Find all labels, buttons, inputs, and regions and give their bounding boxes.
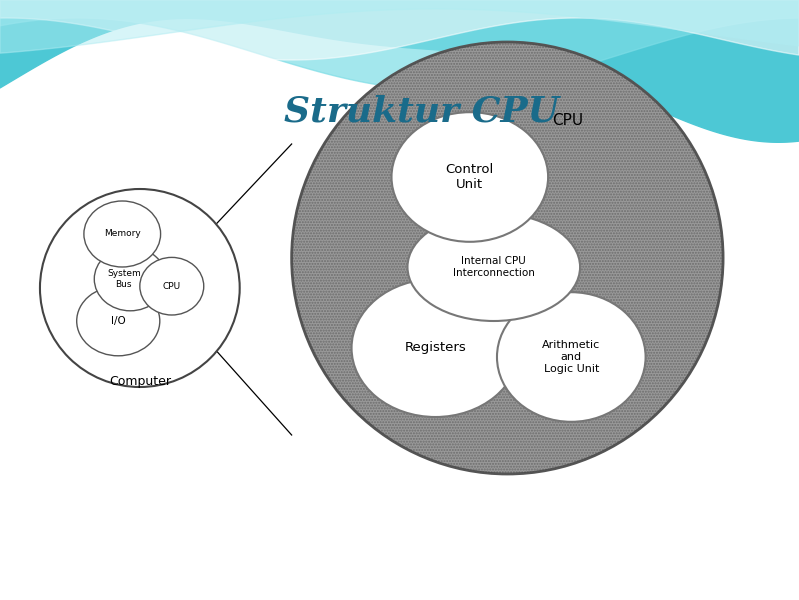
Ellipse shape (94, 247, 166, 311)
Ellipse shape (392, 112, 548, 242)
Text: Registers: Registers (404, 341, 467, 355)
Text: System
Bus: System Bus (107, 269, 141, 289)
Ellipse shape (40, 189, 240, 387)
Text: Internal CPU
Interconnection: Internal CPU Interconnection (453, 256, 535, 278)
Text: Arithmetic
and
Logic Unit: Arithmetic and Logic Unit (543, 340, 600, 374)
Text: I/O: I/O (111, 316, 125, 326)
Ellipse shape (407, 213, 580, 321)
Ellipse shape (352, 279, 519, 417)
Ellipse shape (140, 257, 204, 315)
Ellipse shape (84, 201, 161, 267)
Text: CPU: CPU (163, 281, 181, 290)
Ellipse shape (292, 42, 723, 474)
Text: Struktur CPU: Struktur CPU (284, 94, 559, 128)
Text: Control
Unit: Control Unit (446, 163, 494, 191)
Text: Computer: Computer (109, 374, 171, 388)
Ellipse shape (77, 286, 160, 356)
Text: CPU: CPU (552, 113, 582, 128)
Ellipse shape (497, 292, 646, 422)
Text: Memory: Memory (104, 229, 141, 238)
